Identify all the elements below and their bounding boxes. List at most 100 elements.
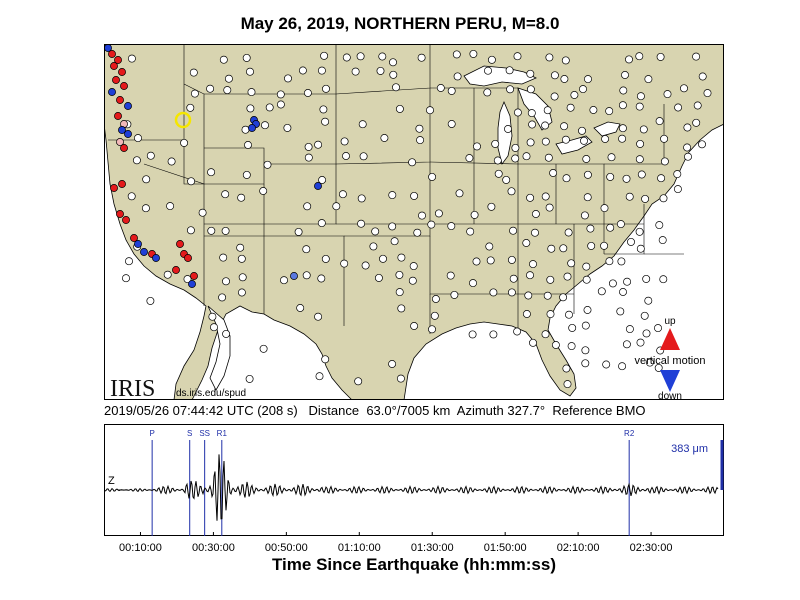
station-marker: [146, 151, 155, 160]
station-marker: [358, 120, 367, 129]
station-marker: [314, 140, 323, 149]
station-marker: [321, 355, 330, 364]
station-marker: [625, 325, 634, 334]
station-marker: [635, 227, 644, 236]
station-marker: [580, 211, 589, 220]
station-marker: [118, 180, 126, 188]
station-marker: [116, 138, 124, 146]
station-marker: [486, 256, 495, 265]
station-marker: [198, 208, 207, 217]
station-marker: [513, 327, 522, 336]
station-marker: [692, 118, 701, 127]
station-marker: [507, 288, 516, 297]
station-marker: [504, 125, 512, 133]
x-axis-label: Time Since Earthquake (hh:mm:ss): [271, 555, 557, 574]
station-marker: [522, 239, 531, 247]
event-info-line: 2019/05/26 07:44:42 UTC (208 s) Distance…: [104, 403, 646, 418]
station-marker: [122, 216, 130, 224]
station-marker: [389, 70, 398, 79]
station-marker: [698, 72, 707, 81]
station-marker: [541, 330, 550, 339]
station-marker: [570, 91, 579, 99]
station-marker: [583, 170, 592, 179]
station-marker: [413, 228, 422, 237]
seismogram-frame: [104, 424, 724, 536]
station-marker: [692, 52, 701, 61]
legend-down-label: down: [658, 391, 682, 400]
station-marker: [380, 134, 389, 142]
station-marker: [152, 254, 160, 262]
station-marker: [673, 185, 682, 194]
station-marker: [317, 66, 326, 75]
station-marker: [618, 362, 627, 371]
station-marker: [563, 272, 572, 281]
station-marker: [236, 243, 245, 252]
station-marker: [606, 223, 615, 232]
station-marker: [619, 86, 628, 95]
station-marker: [597, 287, 606, 296]
station-marker: [436, 84, 445, 92]
station-marker: [660, 134, 669, 143]
time-tick-label: 01:50:00: [483, 542, 527, 554]
station-marker: [396, 374, 405, 383]
down-arrow-icon: [660, 370, 680, 392]
station-marker: [118, 68, 126, 76]
phase-label-ss: SS: [199, 429, 210, 438]
station-marker: [658, 236, 667, 245]
station-marker: [562, 364, 571, 373]
time-tick-label: 02:30:00: [629, 542, 673, 554]
station-marker: [340, 259, 349, 268]
station-marker: [623, 277, 632, 286]
station-marker: [546, 310, 555, 319]
station-marker: [426, 106, 434, 115]
station-marker: [513, 108, 522, 117]
station-marker: [541, 121, 550, 130]
station-marker: [469, 49, 478, 58]
station-marker: [371, 227, 380, 236]
station-marker: [116, 210, 124, 218]
station-marker: [587, 241, 596, 250]
station-marker: [484, 66, 492, 75]
station-marker: [565, 310, 573, 319]
station-marker: [491, 139, 500, 148]
station-marker: [618, 124, 627, 133]
reference-station-marker: [174, 111, 192, 129]
station-marker: [582, 155, 591, 163]
time-tick-label: 02:10:00: [556, 542, 600, 554]
station-marker: [560, 75, 569, 83]
station-marker: [322, 84, 330, 93]
phase-label-p: P: [149, 429, 154, 438]
station-marker: [566, 103, 575, 112]
station-marker: [582, 262, 591, 271]
station-marker: [642, 329, 651, 338]
station-marker: [218, 293, 227, 302]
station-marker: [317, 274, 326, 283]
station-marker: [559, 244, 568, 253]
station-marker: [502, 175, 511, 184]
station-marker: [637, 170, 646, 179]
station-marker: [124, 130, 132, 138]
station-marker: [357, 219, 366, 228]
station-marker: [673, 170, 682, 179]
station-marker: [550, 71, 559, 80]
station-marker: [397, 253, 406, 262]
station-marker: [511, 143, 520, 152]
station-marker: [545, 203, 554, 212]
station-marker: [338, 190, 347, 199]
station-marker: [187, 177, 196, 186]
station-marker: [551, 341, 560, 349]
station-marker: [683, 123, 692, 132]
station-marker: [167, 157, 176, 166]
station-marker: [583, 193, 592, 202]
station-marker: [342, 53, 351, 62]
station-marker: [684, 152, 692, 161]
station-marker: [453, 72, 462, 81]
station-marker: [237, 193, 246, 202]
station-marker: [246, 104, 255, 113]
station-marker: [242, 170, 251, 179]
station-marker: [263, 160, 272, 169]
station-marker: [607, 153, 616, 162]
station-marker: [431, 295, 440, 303]
station-marker: [659, 194, 668, 203]
station-marker: [683, 143, 692, 152]
